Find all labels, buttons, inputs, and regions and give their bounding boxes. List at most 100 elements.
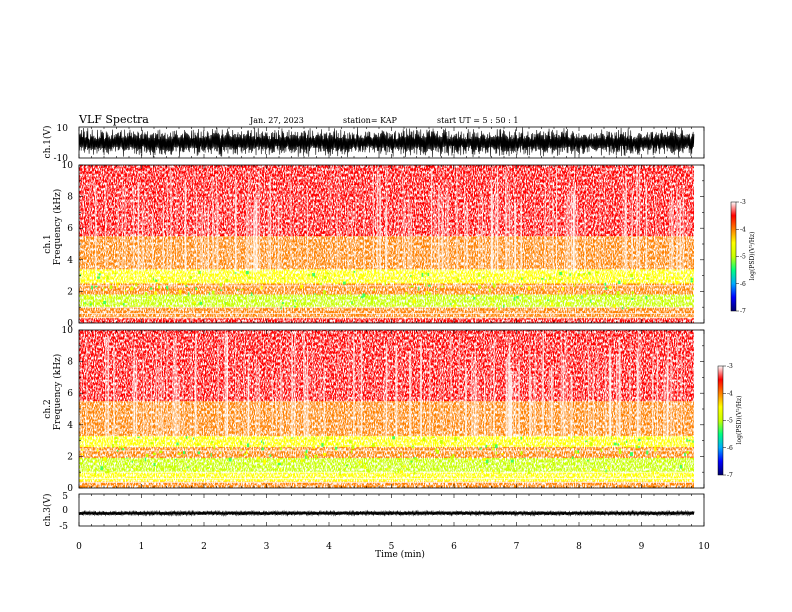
ch1-waveform-panel: 10 -10 ch.1(V) [42,124,705,164]
spectrogram-fleck [630,452,634,456]
spectrogram-fleck [216,470,219,472]
spectrogram-fleck [354,296,358,299]
spectrogram-streak [248,373,249,438]
spectrogram-fleck [185,285,188,287]
spectrogram-streak [515,371,517,438]
spectrogram-fleck [351,449,353,453]
spectrogram-fleck [583,293,586,298]
spectrogram-fleck [271,303,274,306]
spectrogram-fleck [105,468,109,470]
spectrogram-fleck [495,444,498,449]
spectrogram-streak [447,191,449,273]
spectrogram-fleck [516,296,519,299]
spectrogram-streak [442,366,444,438]
spectrogram-fleck [646,464,650,466]
spectrogram-streak [508,201,511,273]
spectrogram-streak [133,341,135,438]
spectrogram-streak [442,209,444,273]
spectrogram-fleck [118,445,121,449]
spectrogram-fleck [307,273,311,277]
spectrogram-streak [107,336,109,438]
spectrogram-fleck [111,443,114,448]
spectrogram-fleck [506,464,510,469]
spectrogram-streak [636,350,639,438]
spectrogram-fleck [106,275,109,280]
spectrogram-streak [631,189,633,273]
spectrogram-streak [672,198,674,273]
spectrogram-fleck [615,296,619,298]
spectrogram-fleck [199,271,201,274]
spectrogram-streak [684,348,686,438]
spectrogram-fleck [572,458,575,461]
spectrogram-fleck [360,276,364,279]
spectrogram-streak [184,178,187,273]
spectrogram-fleck [518,466,521,470]
spectrogram-fleck [456,278,460,282]
ch2-spectrogram-image [79,330,695,488]
spectrogram-streak [566,333,568,438]
x-tick-label: 7 [514,542,520,552]
colorbar-tick-label: -6 [727,445,733,452]
spectrogram-streak [166,334,168,438]
spectrogram-fleck [197,451,200,455]
spectrogram-fleck [600,448,603,452]
spectrogram-fleck [228,303,230,307]
spectrogram-fleck [225,278,229,282]
spectrogram-streak [229,187,231,273]
spectrogram-streak [258,366,260,438]
spectrogram-fleck [685,295,687,299]
spectrogram-fleck [581,295,583,299]
spectrogram-streak [250,208,252,273]
spectrogram-fleck [584,440,588,442]
spectrogram-streak [269,176,272,273]
spectrogram-streak [496,173,499,273]
spectrogram-streak [562,357,565,438]
spectrogram-streak [505,170,507,273]
spectrogram-fleck [392,304,396,306]
spectrogram-fleck [590,442,593,446]
spectrogram-streak [693,339,695,438]
colorbar-tick-label: -7 [727,472,733,479]
spectrogram-fleck [692,440,694,443]
spectrogram-streak [233,196,235,273]
spectrogram-streak [584,348,585,438]
spectrogram-fleck [604,282,607,286]
spectrogram-fleck [184,282,187,285]
spectrogram-streak [113,346,115,438]
spectrogram-streak [253,196,256,273]
spectrogram-streak [473,360,474,438]
spectrogram-fleck [485,285,487,288]
y-tick-label: 8 [67,358,73,368]
spectrogram-fleck [362,462,364,467]
spectrogram-fleck [603,455,605,460]
x-tick-label: 3 [264,542,270,552]
spectrogram-streak [565,199,567,273]
spectrogram-streak [533,375,535,438]
spectrogram-fleck [246,450,248,454]
spectrogram-streak [442,196,444,273]
spectrogram-fleck [491,457,495,460]
spectrogram-streak [337,338,340,438]
spectrogram-streak [671,183,673,273]
spectrogram-fleck [492,447,494,451]
spectrogram-streak [281,372,283,438]
spectrogram-fleck [203,437,206,440]
spectrogram-fleck [637,279,640,281]
spectrogram-fleck [586,459,589,462]
spectrogram-streak [347,330,350,438]
spectrogram-fleck [153,278,155,280]
spectrogram-fleck [692,287,694,291]
spectrogram-fleck [195,467,197,470]
spectrogram-streak [176,182,178,273]
spectrogram-streak [409,350,411,438]
spectrogram-streak [166,179,169,273]
spectrogram-fleck [168,306,172,309]
spectrogram-streak [605,359,607,438]
spectrogram-fleck [370,299,374,304]
spectrogram-fleck [509,441,511,445]
spectrogram-fleck [449,455,451,459]
spectrogram-fleck [432,465,435,468]
spectrogram-streak [420,341,422,438]
spectrogram-fleck [147,301,150,305]
spectrogram-fleck [288,458,291,460]
